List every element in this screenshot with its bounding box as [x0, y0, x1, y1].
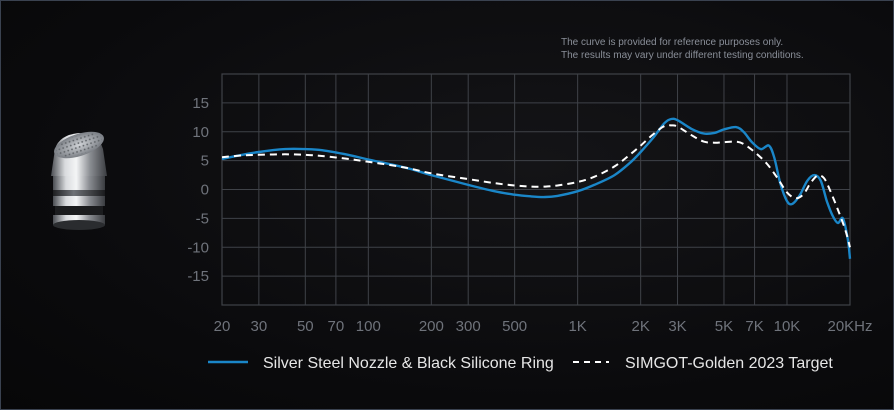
series-line-simgot-target — [221, 124, 851, 248]
y-tick-label: 15 — [192, 95, 209, 112]
disclaimer-line-1: The curve is provided for reference purp… — [561, 37, 784, 48]
series-line-silver-steel-nozzle — [221, 117, 852, 259]
y-tick-label: 5 — [201, 153, 209, 170]
legend-label-simgot-target: SIMGOT-Golden 2023 Target — [625, 355, 833, 372]
x-tick-label: 20 — [214, 318, 231, 335]
x-tick-label: 3K — [668, 318, 686, 335]
earphone-nozzle-icon — [29, 121, 129, 319]
x-tick-label: 5K — [715, 318, 733, 335]
disclaimer: The curve is provided for reference purp… — [561, 36, 881, 62]
x-tick-label: 200 — [419, 318, 444, 335]
y-tick-label: -5 — [196, 210, 209, 227]
disclaimer-line-2: The results may vary under different tes… — [561, 50, 804, 61]
x-tick-label: 2K — [631, 318, 649, 335]
x-tick-label: 70 — [328, 318, 345, 335]
x-tick-label: 50 — [297, 318, 314, 335]
y-tick-label: 0 — [201, 182, 209, 199]
x-tick-label: 100 — [356, 318, 381, 335]
x-tick-label: 10K — [774, 318, 801, 335]
legend-label-silver-steel-nozzle: Silver Steel Nozzle & Black Silicone Rin… — [263, 355, 554, 372]
y-tick-label: -10 — [187, 239, 209, 256]
y-tick-label: 10 — [192, 124, 209, 141]
x-tick-label: 300 — [456, 318, 481, 335]
x-tick-label: 30 — [251, 318, 268, 335]
x-tick-label: 7K — [745, 318, 763, 335]
x-tick-label: 1K — [568, 318, 586, 335]
x-tick-label: 20KHz — [827, 318, 872, 335]
x-tick-label: 500 — [502, 318, 527, 335]
y-tick-label: -15 — [187, 268, 209, 285]
